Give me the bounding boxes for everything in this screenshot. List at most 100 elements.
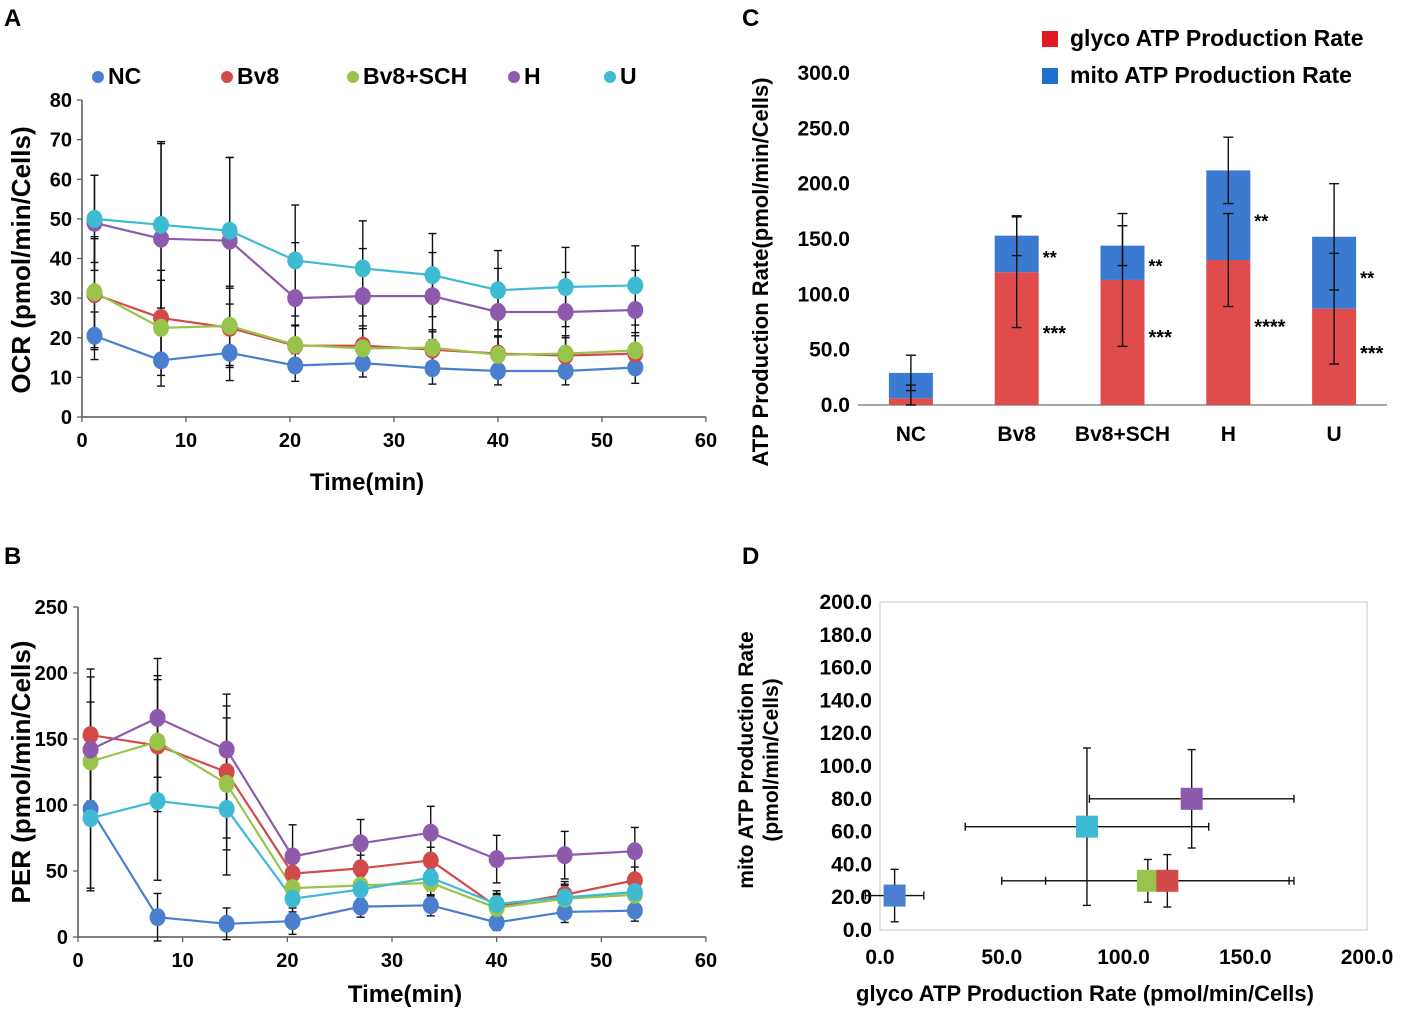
chart-a-xtick-label: 20 [279, 430, 301, 452]
chart-a-ytick-label: 40 [50, 249, 72, 271]
chart-c-category-label: Bv8 [997, 423, 1036, 446]
panel-label-a: A [4, 5, 21, 32]
chart-d-xtick-label: 50.0 [981, 946, 1022, 969]
chart-c-annotation-mito-u: ** [1360, 268, 1374, 288]
chart-b-point-u [626, 883, 643, 902]
chart-b-point-nc [556, 902, 573, 921]
legend-h-label: H [524, 63, 541, 89]
chart-d-ylabel-line2: (pmol/min/Cells) [760, 678, 783, 841]
chart-d-ytick-label: 200.0 [819, 591, 872, 614]
chart-b-xtick-label: 50 [590, 950, 612, 972]
legend-nc-label: NC [108, 63, 141, 89]
chart-c-annotation-glyco-u: *** [1360, 343, 1384, 365]
legend-bv8-marker [221, 71, 233, 83]
chart-c-ytick-label: 150.0 [797, 228, 850, 251]
chart-b-point-h [82, 740, 99, 759]
chart-a-point-h [424, 287, 441, 306]
chart-a-point-u [557, 278, 574, 297]
chart-a-point-u [354, 259, 371, 278]
chart-a-point-bv8-sch [627, 341, 644, 360]
chart-c-ytick-label: 200.0 [797, 173, 850, 196]
chart-a-point-bv8-sch [153, 318, 170, 337]
chart-a: 0 10 20 30 40 50 60 70 80 0 10 20 30 40 50 60 [50, 90, 717, 452]
chart-b-point-nc [488, 913, 505, 932]
chart-d-xtick-label: 100.0 [1097, 946, 1150, 969]
chart-d-ytick-label: 180.0 [819, 624, 872, 647]
chart-b-point-u [82, 809, 99, 828]
legend-bv8sch-label: Bv8+SCH [363, 63, 467, 89]
chart-d-point-nc [883, 884, 906, 907]
chart-d-ytick-label: 100.0 [819, 755, 872, 778]
chart-a-point-nc [490, 362, 506, 381]
panel-label-d: D [742, 543, 759, 570]
chart-b-point-h [556, 846, 573, 865]
chart-a-xtick-label: 40 [487, 430, 509, 452]
chart-a-point-h [354, 287, 371, 306]
chart-a-ytick-label: 20 [50, 328, 72, 350]
chart-b-ytick-label: 250 [35, 597, 68, 619]
chart-d: 0.0 20.0 40.0 60.0 80.0 100.0 120.0 140.0 160.0 1… [819, 591, 1393, 969]
panel-label-c: C [742, 5, 759, 32]
chart-a-point-nc [86, 326, 103, 345]
chart-c-ytick-label: 250.0 [797, 117, 850, 140]
chart-a-ytick-label: 80 [50, 90, 72, 112]
chart-d-xtick-label: 0.0 [865, 946, 894, 969]
chart-a-ytick-label: 60 [50, 169, 72, 191]
chart-d-point-u [1075, 815, 1098, 838]
chart-c-ytick-label: 50.0 [809, 339, 850, 362]
chart-a-ylabel: OCR (pmol/min/Cells) [6, 126, 36, 393]
chart-b-point-bv8 [82, 726, 99, 745]
chart-a-ytick-label: 30 [50, 288, 72, 310]
chart-a-point-u [153, 215, 170, 234]
chart-a-point-bv8-sch [354, 339, 371, 358]
chart-a-point-nc [153, 351, 170, 370]
chart-b-point-bv8-sch [218, 774, 235, 793]
chart-b-ytick-label: 150 [35, 729, 68, 751]
chart-c-annotation-mito-bv8: ** [1043, 248, 1057, 268]
chart-c-category-label: NC [896, 423, 926, 446]
chart-d-ytick-label: 80.0 [831, 788, 872, 811]
chart-b-ytick-label: 100 [35, 795, 68, 817]
chart-d-plot-frame [879, 601, 1368, 931]
legend-u-label: U [620, 63, 637, 89]
chart-b-point-u [352, 880, 369, 899]
legend-bv8-label: Bv8 [237, 63, 279, 89]
chart-a-point-nc [354, 354, 371, 373]
chart-c-ytick-label: 300.0 [797, 62, 850, 85]
chart-b-point-u [218, 799, 235, 818]
chart-b-xtick-label: 40 [486, 950, 508, 972]
chart-b-point-bv8 [284, 864, 301, 883]
chart-b-point-h [284, 847, 301, 866]
chart-b-xtick-label: 60 [695, 950, 717, 972]
legend-mito-label: mito ATP Production Rate [1070, 62, 1352, 88]
chart-a-ytick-label: 70 [50, 130, 72, 152]
chart-a-xtick-label: 30 [383, 430, 405, 452]
chart-b-point-bv8-sch [149, 732, 166, 751]
chart-b-xtick-label: 0 [72, 950, 83, 972]
chart-b-point-u [488, 895, 505, 913]
chart-c-annotation-mito-bv8-sch: ** [1149, 257, 1163, 277]
chart-a-point-u [424, 266, 441, 285]
chart-b-point-h [149, 708, 166, 727]
chart-b-xtick-label: 20 [276, 950, 298, 972]
chart-c-annotation-glyco-bv8: *** [1043, 323, 1067, 345]
chart-a-ytick-label: 10 [50, 367, 72, 389]
chart-d-point-bv8 [1156, 869, 1179, 892]
chart-b-point-h [218, 740, 235, 759]
chart-d-point-bv8-sch [1136, 869, 1159, 892]
chart-b-point-nc [422, 896, 439, 915]
chart-a-point-u [221, 221, 238, 240]
chart-d-ytick-label: 20.0 [831, 886, 872, 909]
chart-d-xtick-label: 150.0 [1219, 946, 1272, 969]
chart-c-category-label: Bv8+SCH [1075, 423, 1170, 446]
chart-a-point-u [490, 281, 506, 300]
chart-a-ytick-label: 50 [50, 209, 72, 231]
chart-b-point-h [422, 823, 439, 842]
chart-b-point-nc [352, 897, 369, 916]
chart-d-xtick-label: 200.0 [1341, 946, 1394, 969]
chart-a-xlabel: Time(min) [310, 469, 424, 496]
chart-a-xtick-label: 0 [76, 430, 87, 452]
chart-d-point-h [1180, 787, 1203, 810]
chart-c-ylabel: ATP Production Rate(pmol/min/Cells) [748, 77, 773, 466]
